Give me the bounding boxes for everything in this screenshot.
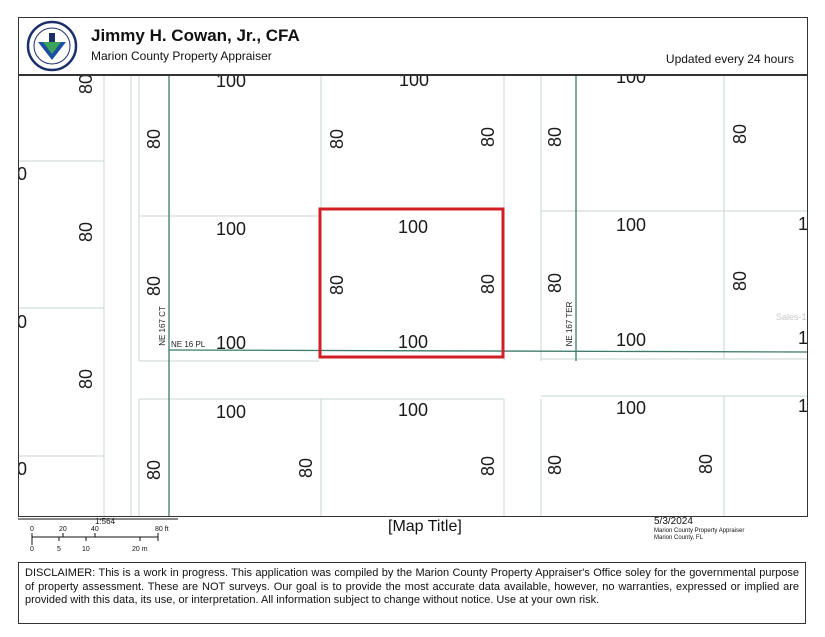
lot-dimension-label: 100 — [397, 217, 429, 237]
office-name: Marion County Property Appraiser — [91, 49, 272, 63]
lot-dimension-label: 80 — [696, 453, 716, 475]
subject-parcel-outline[interactable] — [318, 207, 505, 359]
partial-lot-label: 0 — [19, 460, 27, 478]
parcel-map[interactable]: 100 100 100 80 80 80 80 80 80 80 100 100… — [18, 75, 808, 517]
lot-dimension-label: 100 — [215, 75, 247, 91]
map-credit: Marion County Property Appraiser Marion … — [654, 528, 744, 542]
lot-dimension-label: 100 — [615, 330, 647, 350]
partial-lot-label: 0 — [19, 313, 27, 331]
scale-tick-meters: 0 — [30, 546, 34, 553]
street-label-ne-167-ter: NE 167 TER — [565, 301, 574, 347]
partial-lot-label: 1 — [797, 396, 808, 416]
lot-dimension-label: 80 — [478, 455, 498, 477]
lot-dimension-label: 80 — [545, 272, 565, 294]
owner-name: Jimmy H. Cowan, Jr., CFA — [91, 26, 300, 45]
parcel-boundaries — [19, 76, 807, 516]
lot-dimension-label: 100 — [615, 398, 647, 418]
scale-bar: 1:564 0 20 40 80 ft 0 5 10 20 m — [18, 517, 188, 559]
lot-dimension-label: 80 — [478, 273, 498, 295]
scale-tick-meters: 5 — [57, 546, 61, 553]
scale-tick-feet: 0 — [30, 526, 34, 533]
disclaimer-text: DISCLAIMER: This is a work in progress. … — [18, 562, 806, 624]
lot-dimension-label: 100 — [615, 215, 647, 235]
update-note: Updated every 24 hours — [665, 52, 794, 66]
lot-dimension-label: 80 — [144, 459, 164, 481]
lot-dimension-label: 80 — [76, 221, 96, 243]
street-label-ne-16-pl: NE 16 PL — [171, 340, 206, 349]
lot-dimension-label: 100 — [215, 219, 247, 239]
scale-tick-meters: 10 — [82, 546, 90, 553]
map-lines — [19, 76, 807, 516]
lot-dimension-label: 100 — [615, 75, 647, 87]
lot-dimension-label: 100 — [215, 333, 247, 353]
map-title: [Map Title] — [388, 518, 462, 535]
header-panel: Jimmy H. Cowan, Jr., CFA Marion County P… — [18, 17, 808, 75]
map-credit-line: Marion County Property Appraiser — [654, 528, 745, 534]
lot-dimension-label: 100 — [398, 75, 430, 90]
partial-lot-label: 0 — [19, 165, 27, 183]
lot-dimension-label: 80 — [327, 274, 347, 296]
scale-tick-feet: 40 — [91, 526, 99, 533]
lot-dimension-label: 80 — [144, 275, 164, 297]
map-date: 5/3/2024 — [654, 516, 693, 527]
lot-dimension-label: 80 — [478, 126, 498, 148]
scale-tick-meters: 20 m — [132, 546, 148, 553]
scale-tick-feet: 20 — [59, 526, 67, 533]
property-appraiser-seal-icon — [26, 20, 78, 72]
street-label-ne-167-ct: NE 167 CT — [158, 306, 167, 346]
partial-lot-label: 1 — [797, 328, 808, 348]
lot-dimension-label: 80 — [545, 126, 565, 148]
partial-lot-label: 1 — [797, 214, 808, 234]
lot-dimension-label: 80 — [296, 457, 316, 479]
lot-dimension-label: 80 — [730, 270, 750, 292]
lot-dimension-label: 80 — [144, 128, 164, 150]
map-credit-line: Marion County, FL — [654, 535, 703, 541]
lot-dimension-label: 80 — [730, 123, 750, 145]
map-watermark: Sales-13 — [776, 312, 808, 322]
lot-dimension-label: 100 — [397, 400, 429, 420]
lot-dimension-label: 80 — [545, 454, 565, 476]
scale-ratio: 1:564 — [95, 517, 116, 526]
lot-dimension-label: 80 — [76, 75, 96, 95]
lot-dimension-label: 100 — [215, 402, 247, 422]
scale-tick-feet: 80 ft — [155, 526, 169, 533]
scale-bar-graphic — [18, 518, 178, 545]
road-centerlines — [168, 76, 807, 516]
lot-dimension-label: 100 — [397, 332, 429, 352]
lot-dimension-label: 80 — [327, 128, 347, 150]
lot-dimension-label: 80 — [76, 368, 96, 390]
